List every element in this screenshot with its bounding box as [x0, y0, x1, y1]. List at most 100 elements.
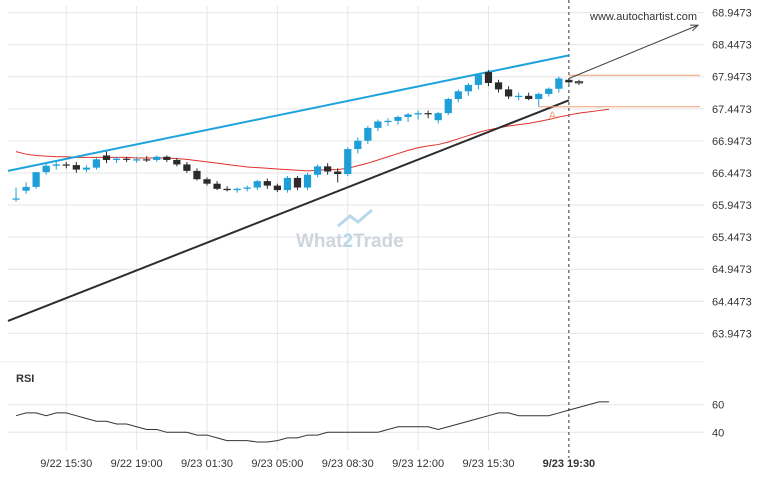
candle-body [243, 187, 251, 189]
candle-body [253, 181, 261, 188]
time-tick-label: 9/23 01:30 [181, 458, 233, 470]
candle-body [203, 179, 211, 184]
candle-body [525, 95, 533, 100]
candle-body [464, 84, 472, 92]
candle-body [163, 156, 171, 160]
candle-body [62, 164, 70, 166]
candle-body [434, 113, 442, 121]
candle-body [374, 121, 382, 128]
time-tick-label: 9/22 15:30 [40, 458, 92, 470]
candle-body [474, 74, 483, 85]
candle-body [72, 165, 80, 170]
candle-body [454, 91, 462, 100]
candle-body [223, 188, 231, 191]
watermark-brand-left: What [296, 231, 343, 252]
time-tick-label: 9/23 08:30 [322, 458, 374, 470]
watermark-brand-mid: 2 [342, 231, 353, 252]
resistance-line [7, 54, 570, 172]
candle-body [92, 159, 101, 168]
candle-body [324, 166, 332, 172]
candle-body [153, 156, 161, 160]
moving-average [15, 108, 610, 172]
price-tick-label: 67.4473 [712, 104, 752, 116]
rsi-tick-label: 60 [712, 400, 724, 412]
candle-body [515, 95, 523, 98]
candle-body [313, 166, 322, 175]
price-tick-label: 64.9473 [712, 264, 752, 276]
candle-body [574, 81, 584, 84]
candle-body [414, 113, 422, 115]
candle-body [535, 93, 543, 100]
pattern-label: A [549, 110, 557, 122]
projection-arrow-line [568, 24, 699, 79]
watermark-logo: What2Trade [296, 208, 404, 252]
price-tick-label: 68.4473 [712, 40, 752, 52]
candle-body [263, 181, 271, 186]
candle-body [133, 159, 141, 161]
rsi-tick-label: 40 [712, 427, 724, 439]
time-tick-label: 9/23 05:00 [251, 458, 303, 470]
candle-body [384, 120, 392, 123]
price-tick-label: 66.4473 [712, 168, 752, 180]
support-line [7, 99, 570, 322]
candle-body [122, 158, 131, 160]
time-tick-label: 9/22 19:00 [111, 458, 163, 470]
grid [0, 0, 704, 458]
price-tick-label: 63.9473 [712, 328, 752, 340]
candle-body [404, 114, 412, 117]
candle-body [565, 79, 573, 83]
candle-body [303, 174, 312, 188]
candle-body [273, 185, 281, 191]
rsi-line [15, 401, 610, 443]
watermark-url: www.autochartist.com [589, 11, 697, 23]
candles [12, 70, 584, 202]
candle-body [22, 186, 30, 191]
candle-body [344, 149, 352, 175]
time-tick-label: 9/23 19:30 [543, 458, 596, 470]
price-tick-label: 64.4473 [712, 296, 752, 308]
candle-body [233, 188, 241, 191]
candle-body [354, 140, 362, 150]
candle-body [52, 164, 60, 166]
svg-text:What2Trade: What2Trade [296, 231, 404, 252]
candle-body [42, 165, 50, 173]
candle-body [82, 167, 91, 170]
candle-body [283, 177, 292, 191]
candle-body [32, 172, 40, 187]
candle-body [213, 183, 221, 189]
projection-arrow-head-icon [689, 24, 700, 32]
candle-body [12, 198, 20, 200]
candle-body [193, 170, 201, 180]
candle-body [394, 116, 402, 121]
candle-body [364, 127, 372, 141]
candle-body [183, 164, 191, 171]
price-tick-label: 65.4473 [712, 232, 752, 244]
candle-body [545, 88, 553, 94]
candle-body [555, 78, 563, 89]
candle-body [334, 171, 342, 175]
rsi-panel [15, 401, 610, 443]
watermark-brand-right: Trade [353, 231, 404, 252]
moving-average-line [15, 108, 610, 172]
candle-body [484, 72, 493, 83]
candle-body [102, 155, 111, 160]
candle-body [173, 159, 181, 165]
time-tick-label: 9/23 12:00 [392, 458, 444, 470]
rsi-title: RSI [16, 373, 34, 385]
price-tick-label: 66.9473 [712, 136, 752, 148]
price-tick-label: 68.9473 [712, 8, 752, 20]
axes: 68.9473 68.4473 67.9473 67.4473 66.9473 66.44… [40, 8, 751, 470]
price-tick-label: 65.9473 [712, 200, 752, 212]
candle-body [143, 159, 151, 161]
candle-body [112, 158, 121, 160]
candle-body [424, 113, 432, 115]
price-tick-label: 67.9473 [712, 72, 752, 84]
watermark-arrow-icon [337, 208, 373, 228]
candle-body [494, 82, 503, 90]
candle-body [293, 177, 302, 188]
time-tick-label: 9/23 15:30 [462, 458, 514, 470]
candle-body [504, 89, 513, 97]
candle-body [444, 99, 452, 114]
